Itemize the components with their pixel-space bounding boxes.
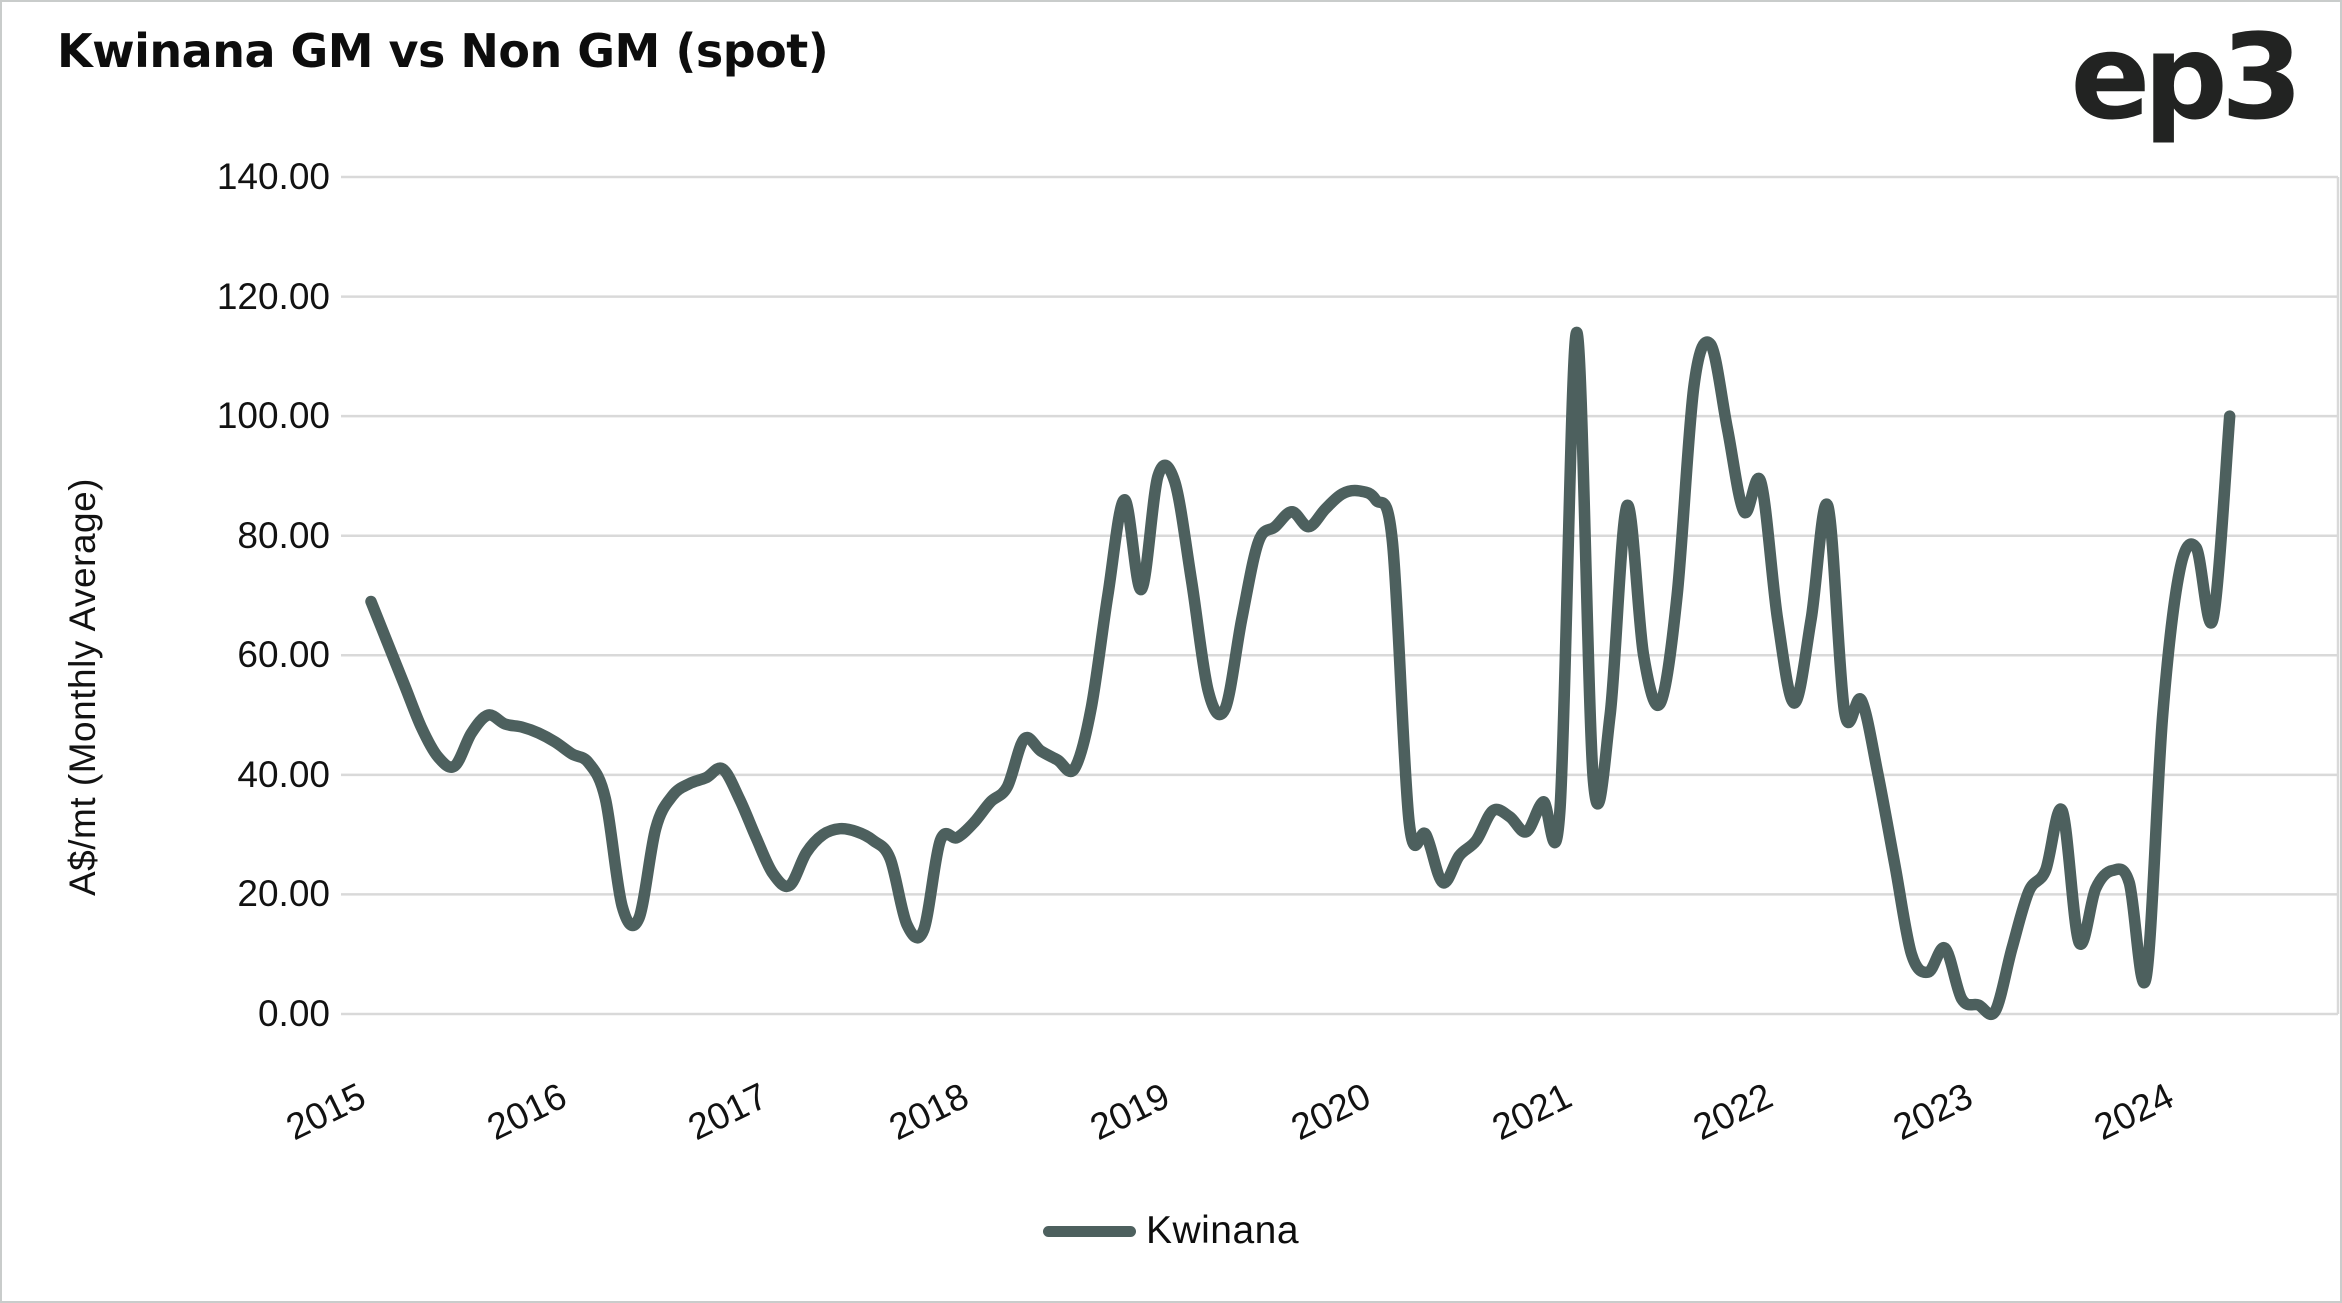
series-line-kwinana bbox=[365, 326, 2236, 1020]
chart-title: Kwinana GM vs Non GM (spot) bbox=[57, 24, 829, 78]
ep3-logo: ep3 bbox=[2070, 8, 2303, 146]
legend-line-swatch bbox=[1042, 1225, 1136, 1237]
y-tick-label: 20.00 bbox=[237, 873, 330, 915]
y-tick-label: 0.00 bbox=[257, 993, 330, 1034]
y-tick-label: 140.00 bbox=[216, 156, 330, 197]
y-tick-label: 100.00 bbox=[216, 395, 330, 437]
legend: Kwinana bbox=[0, 1196, 2342, 1266]
y-tick-label: 60.00 bbox=[237, 634, 330, 676]
y-tick-label: 80.00 bbox=[237, 514, 330, 556]
y-tick-label: 40.00 bbox=[237, 753, 330, 795]
y-tick-label: 120.00 bbox=[216, 275, 330, 317]
legend-series-label: Kwinana bbox=[1145, 1209, 1300, 1252]
